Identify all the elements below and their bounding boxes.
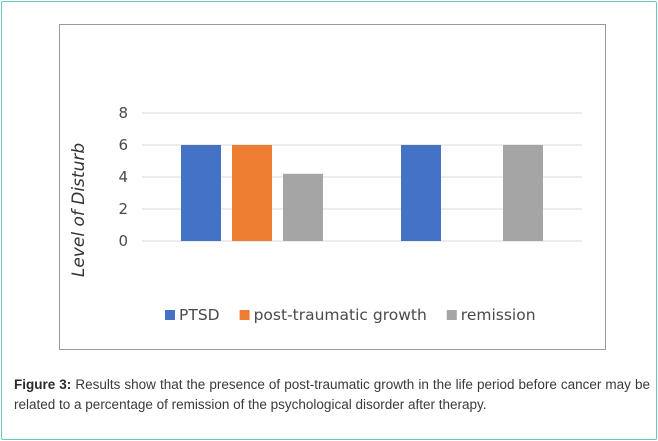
chart-container: 0 2 4 6 8 Level of Disturb PTSD post-traumati… <box>59 24 606 350</box>
legend-swatch <box>446 310 457 320</box>
figure-caption: Figure 3: Results show that the presence… <box>14 375 650 415</box>
bar-remission <box>283 173 323 241</box>
y-tick-labels: 0 2 4 6 8 <box>118 104 128 250</box>
bar-ptsd <box>181 145 221 241</box>
y-tick-label: 0 <box>118 232 128 250</box>
y-tick-label: 6 <box>118 136 128 154</box>
y-tick-label: 4 <box>118 168 128 186</box>
legend-label: PTSD <box>179 306 220 324</box>
bars <box>181 145 543 241</box>
legend-label: remission <box>461 306 536 324</box>
bar-chart: 0 2 4 6 8 Level of Disturb PTSD post-traumati… <box>69 104 582 324</box>
legend: PTSD post-traumatic growth remission <box>165 306 536 324</box>
y-tick-label: 2 <box>118 200 128 218</box>
bar-ptsd <box>401 145 441 241</box>
bar-post-traumatic-growth <box>232 145 272 241</box>
figure-label: Figure 3: <box>14 377 72 392</box>
y-tick-label: 8 <box>118 104 128 122</box>
y-axis-label: Level of Disturb <box>69 143 89 277</box>
legend-label: post-traumatic growth <box>254 306 427 324</box>
legend-swatch <box>165 310 175 320</box>
caption-text: Results show that the presence of post-t… <box>14 377 650 412</box>
legend-swatch <box>239 310 250 320</box>
bar-remission <box>503 145 543 241</box>
